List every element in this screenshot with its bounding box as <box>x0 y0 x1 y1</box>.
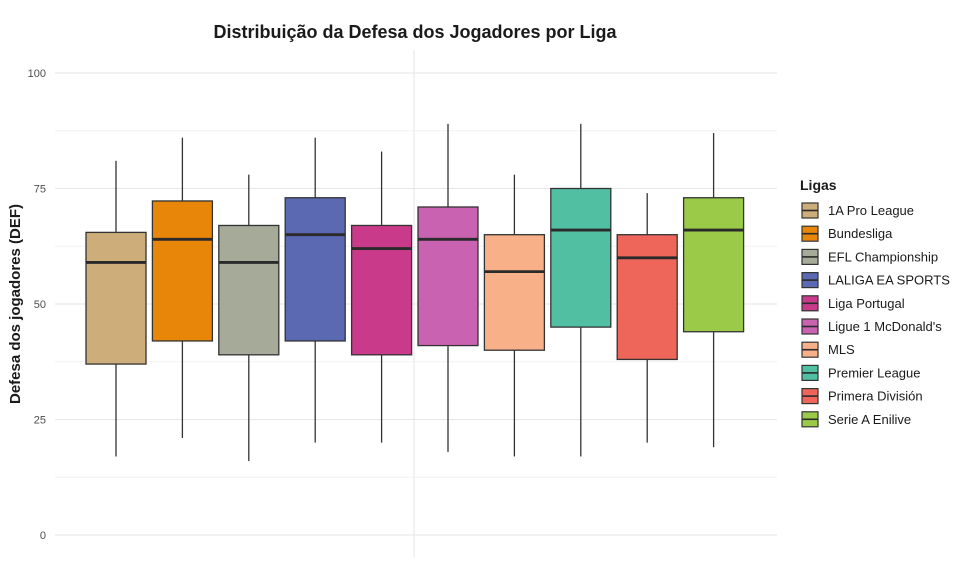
box-iqr <box>417 206 479 347</box>
legend-item: Bundesliga <box>801 225 893 242</box>
boxes <box>85 123 745 462</box>
legend-title: Ligas <box>800 177 837 193</box>
box-bundesliga <box>151 137 214 438</box>
legend-item: Premier League <box>801 364 921 381</box>
y-axis-ticks: 0 25 50 75 100 <box>28 68 46 542</box>
box-iqr <box>483 234 546 351</box>
box-iqr <box>151 200 214 342</box>
chart-title: Distribuição da Defesa dos Jogadores por… <box>213 22 617 42</box>
y-tick-label: 0 <box>40 530 46 542</box>
legend-label: Primera División <box>828 389 923 404</box>
legend-label: Ligue 1 McDonald's <box>828 319 942 334</box>
legend-item: EFL Championship <box>801 248 938 265</box>
box-iqr <box>218 224 280 356</box>
box-premier-league <box>550 123 612 457</box>
box-mls <box>483 174 546 457</box>
y-tick-label: 50 <box>34 299 46 311</box>
legend-label: EFL Championship <box>828 249 938 264</box>
legend-item: MLS <box>801 341 855 358</box>
box-iqr <box>550 187 612 328</box>
legend-label: Premier League <box>828 365 921 380</box>
legend-item: Liga Portugal <box>801 295 905 312</box>
box-efl-championship <box>218 174 280 462</box>
legend-label: Liga Portugal <box>828 296 905 311</box>
legend-label: Bundesliga <box>828 226 893 241</box>
y-tick-label: 100 <box>28 68 46 80</box>
legend-label: 1A Pro League <box>828 203 914 218</box>
box-ligue-1-mcdonald-s <box>417 123 479 452</box>
legend-item: Ligue 1 McDonald's <box>801 318 942 335</box>
legend-label: LALIGA EA SPORTS <box>828 273 950 288</box>
legend-item: 1A Pro League <box>801 202 914 219</box>
y-tick-label: 25 <box>34 415 46 427</box>
box-primera-divisi-n <box>616 193 678 443</box>
y-tick-label: 75 <box>34 184 46 196</box>
box-iqr <box>682 197 745 333</box>
box-1a-pro-league <box>85 160 147 457</box>
y-axis-label: Defesa dos jogadores (DEF) <box>7 204 24 404</box>
legend: Ligas 1A Pro League Bundesliga EFL Champio… <box>800 177 950 428</box>
box-iqr <box>284 197 346 342</box>
box-iqr <box>616 234 678 361</box>
box-iqr <box>350 224 413 356</box>
box-iqr <box>85 231 147 365</box>
legend-label: MLS <box>828 342 855 357</box>
legend-label: Serie A Enilive <box>828 412 911 427</box>
legend-item: Serie A Enilive <box>801 411 911 428</box>
box-serie-a-enilive <box>682 133 745 448</box>
legend-item: LALIGA EA SPORTS <box>801 272 950 289</box>
box-liga-portugal <box>350 151 413 443</box>
box-laliga-ea-sports <box>284 137 346 443</box>
legend-item: Primera División <box>801 388 923 405</box>
